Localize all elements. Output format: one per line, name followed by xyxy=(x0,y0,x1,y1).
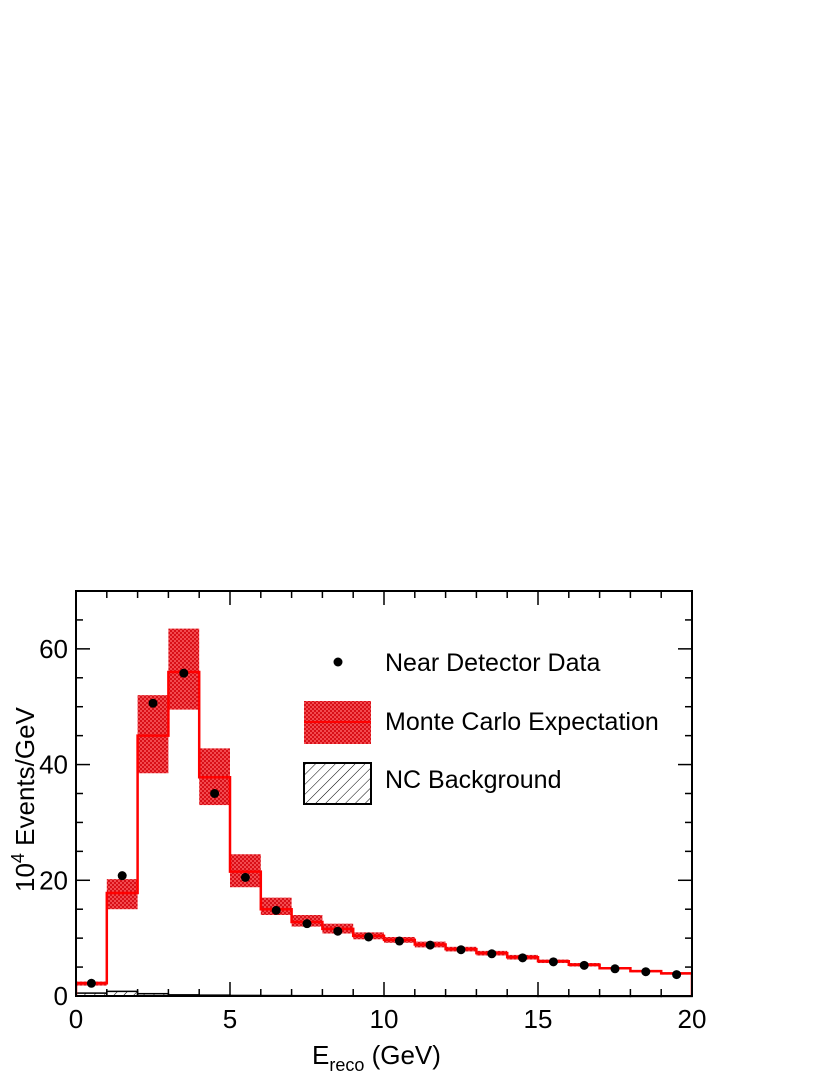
mc-band-2 xyxy=(137,695,169,774)
data-points xyxy=(86,668,682,988)
data-point-7 xyxy=(302,919,312,929)
data-point-17 xyxy=(610,964,620,974)
data-point-1 xyxy=(117,871,127,881)
data-point-6 xyxy=(271,905,281,915)
data-point-18 xyxy=(641,967,651,977)
data-point-12 xyxy=(456,945,466,955)
data-point-15 xyxy=(548,957,558,967)
data-point-3 xyxy=(179,668,189,678)
data-point-0 xyxy=(86,978,96,988)
data-point-9 xyxy=(364,932,374,942)
legend-mc-label: Monte Carlo Expectation xyxy=(385,708,659,736)
data-point-8 xyxy=(333,926,343,936)
mc-line xyxy=(76,670,692,996)
x-tick-label: 10 xyxy=(370,1004,399,1034)
y-tick-label: 40 xyxy=(39,750,68,780)
data-point-11 xyxy=(425,940,435,950)
data-point-19 xyxy=(672,970,682,980)
mc-expectation-histogram xyxy=(76,670,692,996)
legend-data-marker xyxy=(333,657,343,667)
data-point-4 xyxy=(210,789,220,798)
data-point-13 xyxy=(487,949,497,959)
data-point-16 xyxy=(579,960,589,970)
tick-labels: 0 5 10 15 20 0 20 40 60 xyxy=(39,634,706,1034)
legend-data-label: Near Detector Data xyxy=(385,649,600,677)
y-tick-label: 0 xyxy=(54,981,68,1011)
y-tick-label: 60 xyxy=(39,634,68,664)
legend: Near Detector Data Monte Carlo Expectati… xyxy=(303,649,659,805)
x-tick-label: 5 xyxy=(223,1004,237,1034)
legend-nc-swatch xyxy=(303,762,372,805)
data-point-2 xyxy=(148,698,158,708)
data-point-10 xyxy=(394,936,404,946)
data-point-5 xyxy=(240,872,250,882)
axis-ticks xyxy=(75,590,693,997)
x-tick-label: 20 xyxy=(678,1004,707,1034)
data-point-14 xyxy=(518,953,528,963)
y-axis-title: 104 Events/GeV xyxy=(8,706,40,892)
x-tick-label: 0 xyxy=(69,1004,83,1034)
legend-nc-label: NC Background xyxy=(385,766,561,794)
x-axis-title: Ereco (GeV) xyxy=(312,1040,441,1075)
x-tick-label: 15 xyxy=(524,1004,553,1034)
y-tick-label: 20 xyxy=(39,865,68,895)
